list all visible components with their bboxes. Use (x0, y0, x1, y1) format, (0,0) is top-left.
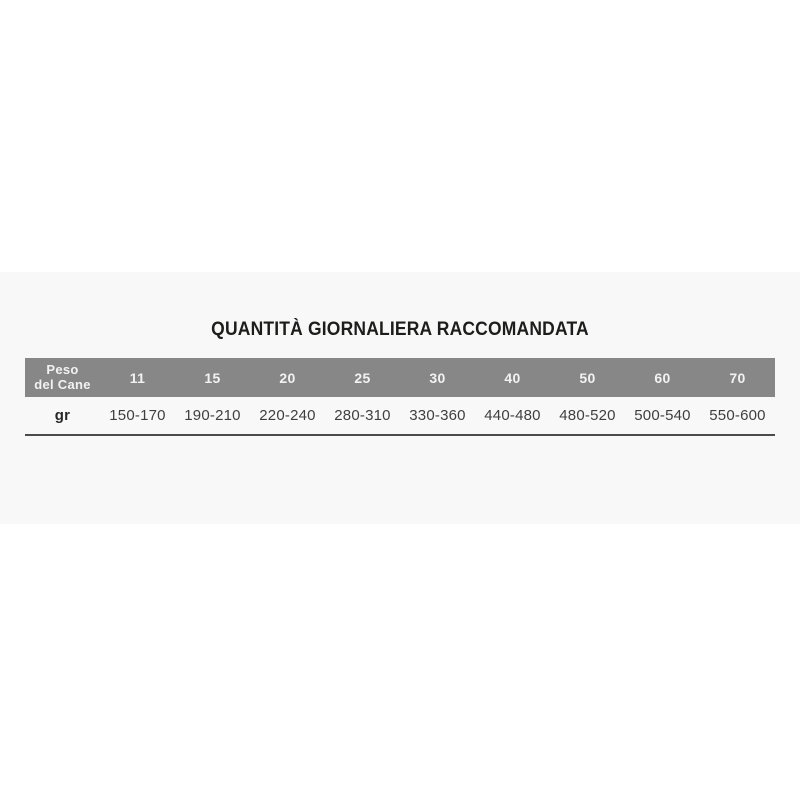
header-cell-weight-11: 11 (100, 358, 175, 397)
table-title: QUANTITÀ GIORNALIERA RACCOMANDATA (211, 319, 589, 340)
header-cell-weight-60: 60 (625, 358, 700, 397)
quantity-cell-4: 280-310 (334, 407, 391, 424)
header-cell-weight-20: 20 (250, 358, 325, 397)
feeding-table-header: Peso del Cane 11 15 20 25 30 40 50 60 70 (25, 358, 775, 397)
quantity-cell-9: 550-600 (709, 407, 766, 424)
quantity-cell-6: 440-480 (484, 407, 541, 424)
header-row: Peso del Cane 11 15 20 25 30 40 50 60 70 (25, 358, 775, 397)
header-cell-weight-70: 70 (700, 358, 775, 397)
header-cell-weight-40: 40 (475, 358, 550, 397)
quantity-cell-3: 220-240 (259, 407, 316, 424)
quantity-cell-5: 330-360 (409, 407, 466, 424)
quantity-cell-1: 150-170 (109, 407, 166, 424)
dog-weight-label-line2: del Cane (34, 376, 91, 392)
header-cell-weight-50: 50 (550, 358, 625, 397)
feeding-table-body: gr 150-170 190-210 220-240 280-310 330-3… (25, 397, 775, 435)
grams-row: gr 150-170 190-210 220-240 280-310 330-3… (25, 397, 775, 435)
header-cell-dog-weight: Peso del Cane (25, 358, 100, 397)
header-cell-weight-15: 15 (175, 358, 250, 397)
header-cell-weight-25: 25 (325, 358, 400, 397)
quantity-cell-2: 190-210 (184, 407, 241, 424)
unit-cell: gr (54, 407, 71, 424)
content-band: QUANTITÀ GIORNALIERA RACCOMANDATA Peso d… (0, 272, 800, 524)
dog-weight-label-line1: Peso (46, 362, 79, 377)
quantity-cell-8: 500-540 (634, 407, 691, 424)
header-cell-weight-30: 30 (400, 358, 475, 397)
feeding-table: Peso del Cane 11 15 20 25 30 40 50 60 70… (25, 358, 775, 436)
quantity-cell-7: 480-520 (559, 407, 616, 424)
